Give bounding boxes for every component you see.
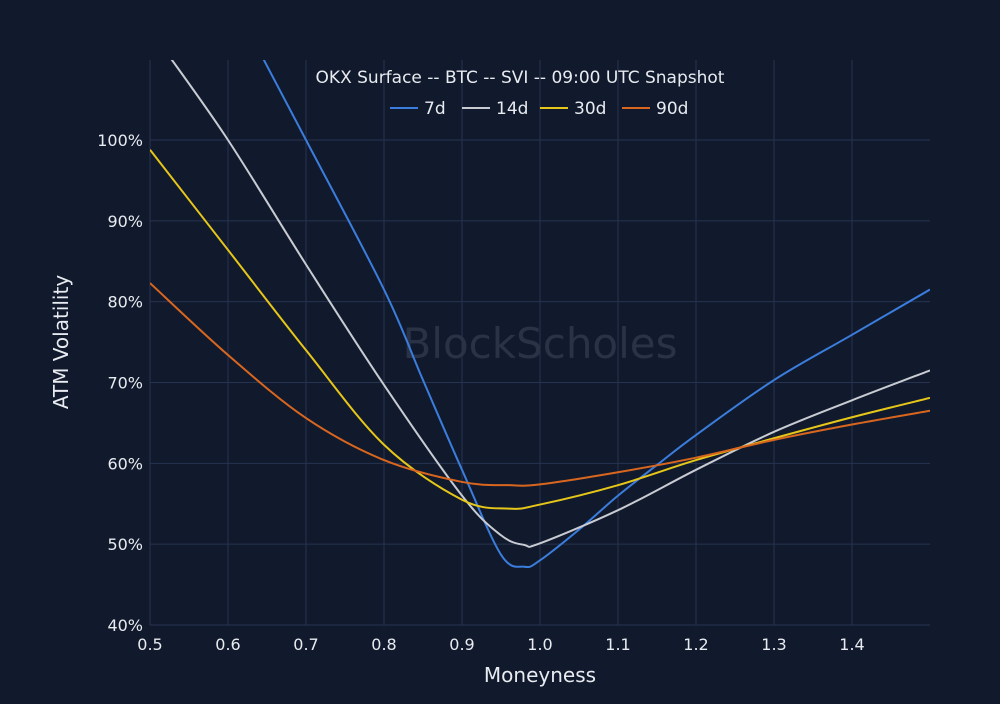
x-tick-label: 1.0 [527,635,552,654]
x-tick-label: 1.1 [605,635,630,654]
x-tick-label: 0.8 [371,635,396,654]
y-tick-label: 80% [107,293,143,312]
y-tick-label: 40% [107,616,143,635]
x-tick-label: 0.7 [293,635,318,654]
series-line-90d [150,282,930,487]
series-line-30d [150,149,930,510]
series-line-14d [170,60,930,548]
x-tick-label: 1.3 [761,635,786,654]
watermark: BlockScholes [402,319,677,368]
series-line-7d [262,60,930,569]
y-axis-label: ATM Volatility [49,275,73,409]
y-tick-label: 60% [107,454,143,473]
y-tick-labels: 40% 50% 60% 70% 80% 90% 100% [97,131,143,635]
y-tick-label: 100% [97,131,143,150]
legend-label-7d: 7d [424,99,446,119]
legend-label-14d: 14d [496,99,528,119]
x-tick-label: 0.9 [449,635,474,654]
y-tick-label: 70% [107,374,143,393]
legend: 7d 14d 30d 90d [390,99,688,119]
x-tick-label: 1.2 [683,635,708,654]
y-tick-label: 90% [107,212,143,231]
x-tick-label: 0.6 [215,635,240,654]
x-axis-label: Moneyness [484,663,596,687]
chart-title: OKX Surface -- BTC -- SVI -- 09:00 UTC S… [316,68,725,88]
grid [149,60,930,626]
legend-label-30d: 30d [574,99,606,119]
x-tick-label: 0.5 [137,635,162,654]
x-tick-labels: 0.5 0.6 0.7 0.8 0.9 1.0 1.1 1.2 1.3 1.4 [137,635,864,654]
legend-label-90d: 90d [656,99,688,119]
y-tick-label: 50% [107,535,143,554]
x-tick-label: 1.4 [839,635,864,654]
series-lines [150,60,930,569]
